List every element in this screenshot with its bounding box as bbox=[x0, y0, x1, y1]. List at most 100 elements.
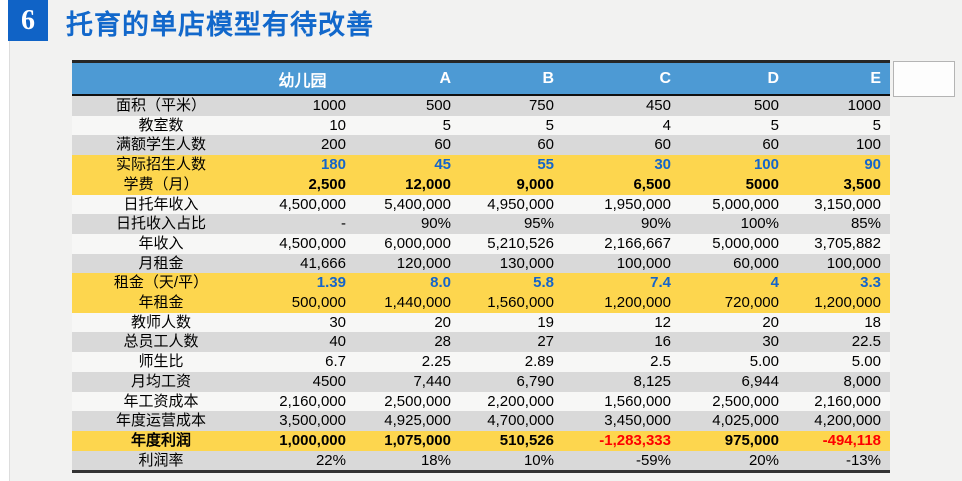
row-label: 满额学生人数 bbox=[72, 135, 250, 156]
cell-value: 2,166,667 bbox=[563, 233, 680, 254]
cell-value: 90% bbox=[563, 214, 680, 234]
cell-value: 27 bbox=[460, 332, 563, 353]
cell-value: 5.8 bbox=[460, 273, 563, 294]
table-row: 教室数 10 5 5 4 5 5 bbox=[72, 115, 890, 136]
column-header-b: B bbox=[460, 61, 563, 96]
table-row: 月租金 41,666 120,000 130,000 100,000 60,000 100,… bbox=[72, 253, 890, 274]
column-header-e: E bbox=[788, 61, 890, 96]
cell-value: 2,160,000 bbox=[250, 391, 355, 412]
cell-value: 60 bbox=[355, 135, 460, 156]
page-number-badge: 6 bbox=[8, 0, 48, 41]
cell-value: 55 bbox=[460, 155, 563, 175]
cell-value: 450 bbox=[563, 95, 680, 116]
empty-adjacent-cell bbox=[893, 61, 955, 97]
cell-value: 2.25 bbox=[355, 352, 460, 372]
row-label: 月租金 bbox=[72, 253, 250, 274]
cell-value: 100,000 bbox=[788, 253, 890, 274]
cell-value: 500 bbox=[680, 95, 788, 116]
cell-value: -13% bbox=[788, 450, 890, 472]
cell-value: 975,000 bbox=[680, 430, 788, 451]
cell-value: 5 bbox=[680, 115, 788, 136]
table-row: 租金（天/平） 1.39 8.0 5.8 7.4 4 3.3 bbox=[72, 273, 890, 294]
cell-value: 4 bbox=[563, 115, 680, 136]
row-label: 日托收入占比 bbox=[72, 214, 250, 234]
column-header-d: D bbox=[680, 61, 788, 96]
cell-value: 6,790 bbox=[460, 371, 563, 392]
cell-value: 1,075,000 bbox=[355, 430, 460, 451]
cell-value: 16 bbox=[563, 332, 680, 353]
cell-value: 45 bbox=[355, 155, 460, 175]
cell-value: 5,000,000 bbox=[680, 233, 788, 254]
cell-value: 12 bbox=[563, 312, 680, 333]
cell-value: 100% bbox=[680, 214, 788, 234]
row-label: 总员工人数 bbox=[72, 332, 250, 353]
cell-value: 180 bbox=[250, 155, 355, 175]
cell-value: 41,666 bbox=[250, 253, 355, 274]
cell-value: 90% bbox=[355, 214, 460, 234]
cell-value: 500 bbox=[355, 95, 460, 116]
cell-value: 5 bbox=[788, 115, 890, 136]
table-row: 年度运营成本 3,500,000 4,925,000 4,700,000 3,450,0… bbox=[72, 411, 890, 431]
cell-value: 4,500,000 bbox=[250, 233, 355, 254]
cell-value: 130,000 bbox=[460, 253, 563, 274]
cell-value: 4,025,000 bbox=[680, 411, 788, 431]
cell-value: 6,944 bbox=[680, 371, 788, 392]
row-label: 利润率 bbox=[72, 450, 250, 472]
cell-value: 7.4 bbox=[563, 273, 680, 294]
column-header-kindergarten: 幼儿园 bbox=[250, 61, 355, 96]
cell-value: 85% bbox=[788, 214, 890, 234]
slide-title: 托育的单店模型有待改善 bbox=[66, 10, 374, 40]
table-row: 总员工人数 40 28 27 16 30 22.5 bbox=[72, 332, 890, 353]
cell-value: 8,125 bbox=[563, 371, 680, 392]
cell-value: 30 bbox=[250, 312, 355, 333]
cell-value: 1,950,000 bbox=[563, 194, 680, 215]
table-row: 实际招生人数 180 45 55 30 100 90 bbox=[72, 155, 890, 175]
cell-value: 5,210,526 bbox=[460, 233, 563, 254]
row-label: 教室数 bbox=[72, 115, 250, 136]
table-row: 月均工资 4500 7,440 6,790 8,125 6,944 8,000 bbox=[72, 371, 890, 392]
cell-value: 20% bbox=[680, 450, 788, 472]
cell-value: 22.5 bbox=[788, 332, 890, 353]
table-row: 满额学生人数 200 60 60 60 60 100 bbox=[72, 135, 890, 156]
row-label: 年度运营成本 bbox=[72, 411, 250, 431]
cell-value: -59% bbox=[563, 450, 680, 472]
cell-value: 10% bbox=[460, 450, 563, 472]
row-label: 年收入 bbox=[72, 233, 250, 254]
table-row: 日托年收入 4,500,000 5,400,000 4,950,000 1,950,00… bbox=[72, 194, 890, 215]
cell-value: 120,000 bbox=[355, 253, 460, 274]
table-header: 幼儿园 A B C D E bbox=[72, 61, 890, 96]
cell-value: 1,200,000 bbox=[788, 293, 890, 313]
row-label: 实际招生人数 bbox=[72, 155, 250, 175]
cell-value: 30 bbox=[680, 332, 788, 353]
cell-value: 60,000 bbox=[680, 253, 788, 274]
cell-value: 5,400,000 bbox=[355, 194, 460, 215]
cell-value: 5,000,000 bbox=[680, 194, 788, 215]
table-header-row: 幼儿园 A B C D E bbox=[72, 61, 890, 96]
cell-value: 20 bbox=[680, 312, 788, 333]
cell-value: 3,500 bbox=[788, 174, 890, 195]
single-store-model-table: 幼儿园 A B C D E 面积（平米） 1000 500 750 450 500 1000 教室数 10… bbox=[72, 60, 890, 474]
cell-value: 5.00 bbox=[788, 352, 890, 372]
row-label: 月均工资 bbox=[72, 371, 250, 392]
row-label: 年度利润 bbox=[72, 430, 250, 451]
cell-value: 60 bbox=[460, 135, 563, 156]
cell-value: 720,000 bbox=[680, 293, 788, 313]
cell-value: 5.00 bbox=[680, 352, 788, 372]
table-row: 年租金 500,000 1,440,000 1,560,000 1,200,000 720… bbox=[72, 293, 890, 313]
cell-value: 1,200,000 bbox=[563, 293, 680, 313]
cell-value: - bbox=[250, 214, 355, 234]
cell-value: 1,000,000 bbox=[250, 430, 355, 451]
cell-value: 60 bbox=[680, 135, 788, 156]
cell-value: 100 bbox=[680, 155, 788, 175]
cell-value: 2,200,000 bbox=[460, 391, 563, 412]
cell-value: 510,526 bbox=[460, 430, 563, 451]
cell-value: 1.39 bbox=[250, 273, 355, 294]
cell-value: 7,440 bbox=[355, 371, 460, 392]
cell-value: 6,500 bbox=[563, 174, 680, 195]
cell-value: 6,000,000 bbox=[355, 233, 460, 254]
cell-value: 1,440,000 bbox=[355, 293, 460, 313]
table-row: 年度利润 1,000,000 1,075,000 510,526 -1,283,333 9… bbox=[72, 430, 890, 451]
cell-value: 2,500 bbox=[250, 174, 355, 195]
cell-value: 2.89 bbox=[460, 352, 563, 372]
cell-value: 1,560,000 bbox=[460, 293, 563, 313]
